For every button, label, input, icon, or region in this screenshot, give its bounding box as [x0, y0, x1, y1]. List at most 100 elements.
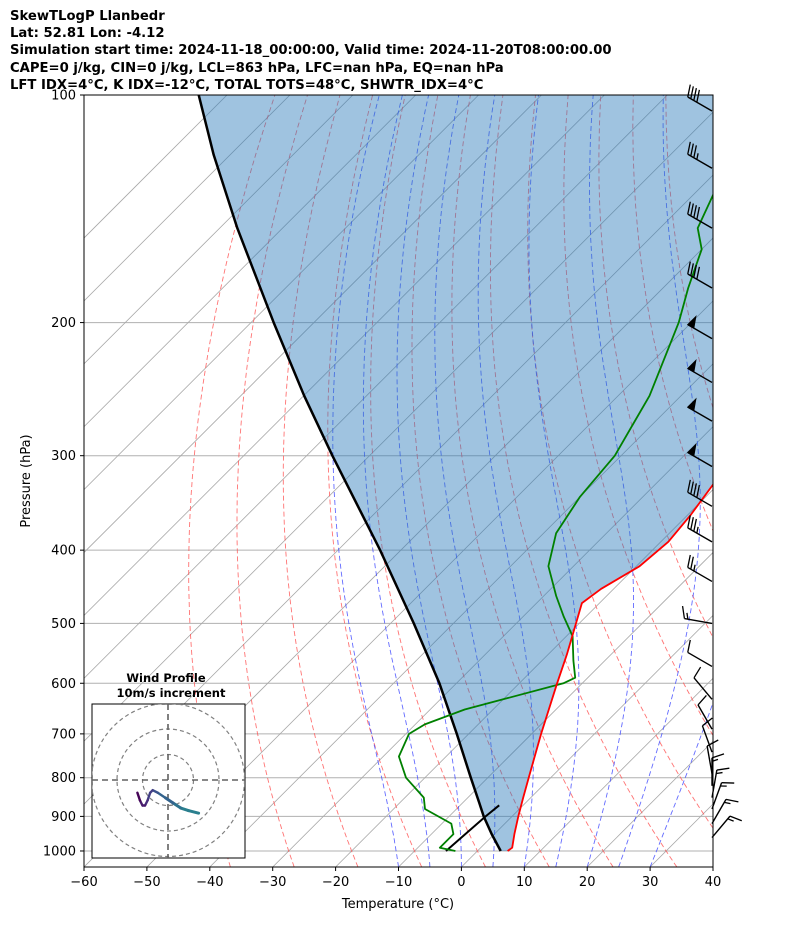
wind-barb	[693, 666, 713, 700]
barb-full	[711, 753, 725, 759]
y-tick-label: 700	[51, 727, 76, 742]
barb-full	[690, 517, 694, 530]
barb-staff	[701, 725, 713, 753]
barb-half	[696, 526, 699, 534]
hodograph-content	[92, 704, 245, 858]
barb-full	[693, 264, 697, 278]
y-tick-label: 200	[51, 316, 76, 331]
barb-half	[727, 818, 734, 822]
y-tick-label: 600	[51, 677, 76, 692]
barb-staff	[684, 617, 713, 625]
y-tick-label: 400	[51, 544, 76, 559]
barb-full	[725, 798, 739, 803]
dry-adiabat	[370, 95, 486, 867]
barb-full	[690, 86, 694, 99]
hodograph-title: Wind Profile	[126, 671, 206, 685]
barb-full	[706, 739, 719, 747]
y-tick-label: 900	[51, 810, 76, 825]
moist-adiabat	[362, 95, 431, 867]
barb-full	[696, 485, 701, 498]
barb-full	[690, 263, 694, 276]
hodograph-segment	[186, 809, 201, 815]
wind-barb	[711, 767, 730, 798]
dry-adiabat	[489, 95, 678, 867]
isotherm-line	[84, 95, 542, 554]
wind-barb	[711, 798, 739, 824]
barb-staff	[711, 769, 718, 798]
barb-full	[687, 479, 691, 493]
barb-staff	[687, 213, 713, 229]
temperature-line	[507, 483, 713, 852]
wind-barb	[687, 639, 713, 668]
moist-adiabat	[618, 95, 701, 867]
barb-half	[693, 564, 696, 572]
barb-full	[690, 143, 694, 157]
barb-full	[696, 266, 701, 280]
barb-staff	[693, 677, 713, 700]
wind-barb	[687, 261, 713, 289]
x-tick-label: 20	[579, 875, 596, 890]
barb-full	[693, 518, 697, 532]
barb-full	[687, 201, 691, 215]
barb-full	[693, 666, 702, 679]
wind-barb	[686, 442, 713, 468]
chart-title: SkewTLogP Llanbedr	[10, 9, 165, 24]
barb-staff	[706, 745, 713, 774]
isotherm-line	[84, 95, 291, 302]
barb-full	[690, 203, 694, 217]
wind-barb	[686, 397, 713, 422]
isotherm-line	[335, 489, 713, 867]
barb-full	[716, 767, 730, 771]
isotherm-line	[461, 614, 713, 867]
wind-barb	[687, 201, 713, 229]
x-tick-label: −10	[385, 875, 412, 890]
barb-staff	[711, 815, 731, 839]
wind-barb	[687, 479, 713, 507]
barb-full	[690, 556, 694, 570]
hodograph-subtitle: 10m/s increment	[117, 686, 226, 700]
moist-adiabat	[396, 95, 462, 867]
dry-adiabat	[188, 95, 276, 867]
barb-full	[687, 141, 691, 155]
wind-barb	[711, 753, 725, 786]
hodograph-segment	[156, 791, 167, 800]
x-tick-label: 0	[457, 875, 465, 890]
barb-staff	[687, 566, 713, 583]
wind-barb	[711, 782, 735, 810]
isotherm-line	[84, 95, 416, 428]
lower-profile-line	[445, 804, 500, 852]
y-axis-label: Pressure (hPa)	[19, 434, 34, 527]
moist-adiabat	[332, 95, 399, 867]
barb-half	[696, 153, 699, 160]
isotherm-line	[84, 95, 354, 365]
profile-lines	[197, 95, 713, 852]
x-tick-label: −50	[133, 875, 160, 890]
wind-barb	[687, 554, 713, 583]
isotherm-line	[84, 95, 479, 491]
barb-full	[693, 145, 697, 158]
dry-adiabat	[411, 95, 550, 867]
wind-barb	[697, 695, 713, 730]
barb-staff	[687, 153, 713, 169]
location-line: Lat: 52.81 Lon: -4.12	[10, 26, 165, 42]
barb-flag	[686, 358, 697, 373]
isotherm-line	[146, 300, 713, 867]
isotherm-line	[84, 95, 228, 239]
hodograph-segment	[171, 801, 183, 810]
dry-adiabat	[327, 95, 423, 867]
barb-staff	[687, 527, 713, 543]
dry-adiabat	[451, 95, 614, 867]
wind-barb	[687, 141, 713, 169]
isotherm-line	[524, 677, 713, 867]
wind-barb	[681, 605, 713, 625]
moist-adiabat	[586, 95, 634, 867]
x-tick-label: −60	[70, 875, 97, 890]
y-tick-label: 500	[51, 617, 76, 632]
barb-staff	[687, 491, 713, 507]
y-tick-label: 1000	[43, 844, 76, 859]
wind-barb	[686, 315, 713, 340]
wind-barb	[711, 815, 743, 839]
barb-flag	[686, 442, 697, 457]
